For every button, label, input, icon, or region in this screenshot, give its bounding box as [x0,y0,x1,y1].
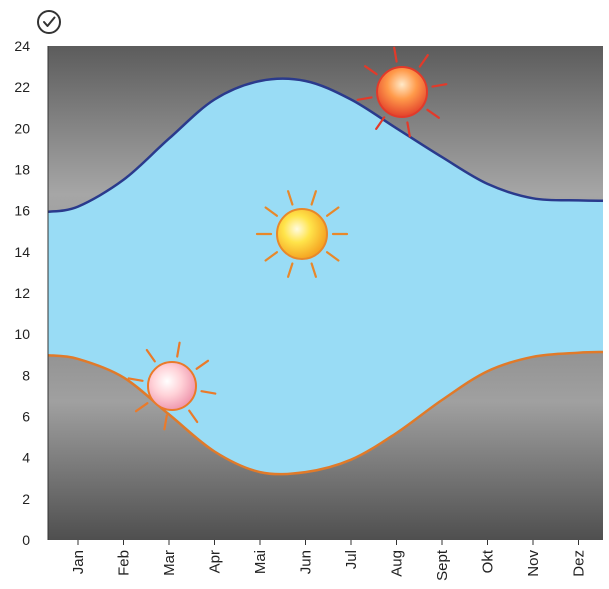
x-tick-label: Mar [161,550,178,576]
sun-ray [356,96,373,101]
sun-disc [376,66,428,118]
x-tick-label: Aug [389,550,406,577]
x-tick-label: Mai [252,550,269,574]
sun-ray [418,53,429,68]
x-tick-label: Dez [571,550,588,577]
y-tick-label: 16 [14,203,30,219]
y-tick-label: 24 [14,38,30,54]
y-tick-label: 6 [22,409,30,425]
sun-icons [127,46,448,431]
sun-ray [310,262,317,278]
x-axis-ticks: Jan Feb Mar Apr Mai Jun Jul Aug Sept Okt Nov Dez [70,540,588,581]
sun-ray [134,402,149,413]
y-tick-label: 4 [22,450,30,466]
sun-ray [188,409,199,424]
x-tick-label: Apr [207,550,224,573]
sun-ray [145,348,156,363]
series-upper-line [47,77,604,214]
y-tick-label: 12 [14,285,30,301]
sun-ray [264,251,278,262]
y-tick-label: 18 [14,162,30,178]
sun-ray [264,206,278,217]
sun-ray [127,377,144,382]
sunrise-sun-icon [127,341,217,431]
check-circle-icon[interactable] [37,10,61,34]
x-tick-label: Jun [298,550,315,574]
sun-ray [431,83,448,88]
sun-ray [326,206,340,217]
y-tick-label: 10 [14,326,30,342]
x-tick-label: Nov [525,550,542,577]
y-tick-label: 0 [22,532,30,548]
x-tick-label: Jan [70,550,87,574]
y-tick-label: 2 [22,491,30,507]
sun-ray [176,341,181,358]
sun-ray [375,116,386,130]
y-tick-label: 14 [14,244,30,260]
sun-ray [200,390,217,395]
x-tick-label: Okt [480,549,497,573]
midday-sun-icon [255,190,349,278]
sun-ray [163,414,168,431]
series-lower-line [47,350,604,476]
sun-ray [287,262,294,278]
y-tick-label: 22 [14,79,30,95]
sun-ray [393,46,398,63]
x-tick-label: Feb [116,550,133,576]
sun-disc [147,361,197,411]
sun-ray [195,359,210,370]
sunset-sun-icon [356,46,448,138]
sun-ray [287,190,294,206]
sun-ray [326,251,340,262]
sun-disc [276,208,328,260]
x-tick-label: Jul [343,550,360,569]
sun-ray [426,108,440,119]
sun-ray [364,65,378,76]
sun-ray [406,121,411,138]
sun-ray [310,190,317,206]
y-tick-label: 20 [14,120,30,136]
x-tick-label: Sept [434,549,451,581]
y-tick-label: 8 [22,367,30,383]
